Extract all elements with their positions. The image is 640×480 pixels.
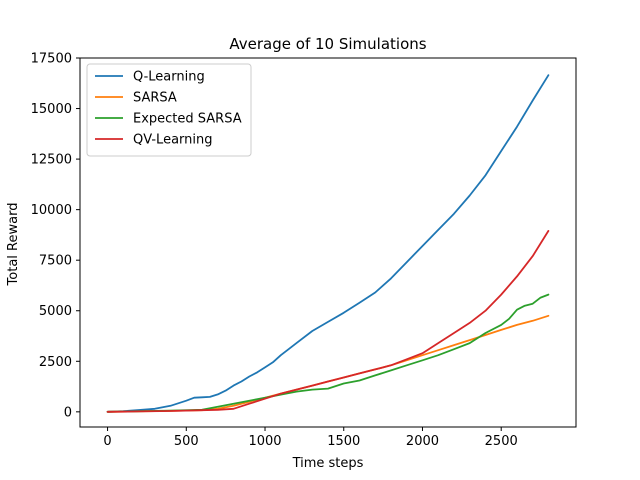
y-tick-label: 7500 (39, 254, 72, 269)
x-tick-label: 1500 (327, 434, 360, 449)
legend-label-2: Expected SARSA (133, 112, 242, 127)
plot-area (106, 74, 550, 413)
x-tick-label: 2500 (485, 434, 518, 449)
legend: Q-Learning SARSA Expected SARSA QV-Learning (86, 63, 252, 157)
y-tick-label: 2500 (39, 355, 72, 370)
series-line-3 (106, 229, 550, 413)
legend-label-3: QV-Learning (133, 133, 213, 148)
y-axis-label: Total Reward (6, 203, 21, 287)
chart-title: Average of 10 Simulations (229, 35, 426, 53)
y-tick-label: 17500 (31, 52, 72, 67)
y-tick-label: 0 (64, 405, 72, 420)
y-tick-label: 12500 (31, 153, 72, 168)
y-tick-label: 10000 (31, 203, 72, 218)
legend-box (86, 63, 252, 157)
x-axis-label: Time steps (292, 456, 364, 471)
x-tick-label: 500 (174, 434, 199, 449)
x-tick-label: 0 (103, 434, 111, 449)
y-tick-label: 5000 (39, 304, 72, 319)
legend-label-1: SARSA (133, 91, 177, 106)
axes: 0 500 1000 1500 2000 2500 0 2500 5000 7500 10000 12… (31, 52, 577, 449)
x-tick-label: 2000 (406, 434, 439, 449)
legend-label-0: Q-Learning (133, 70, 205, 85)
series-line-2 (106, 293, 550, 413)
y-tick-label: 15000 (31, 102, 72, 117)
series-line-0 (106, 74, 550, 413)
axes-frame (79, 57, 577, 428)
x-tick-label: 1000 (248, 434, 281, 449)
